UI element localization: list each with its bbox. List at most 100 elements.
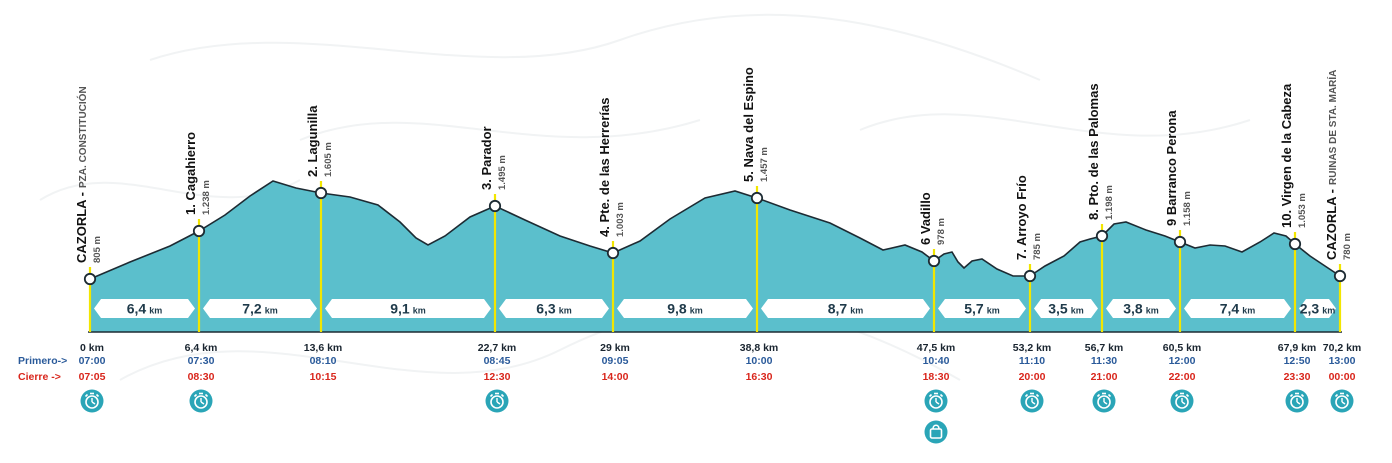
timer-hand-2 <box>1031 401 1036 405</box>
timer-face <box>194 395 208 409</box>
cierre-time: 22:00 <box>1169 371 1196 383</box>
segment-arrow <box>1184 299 1291 318</box>
timer-ear <box>928 393 933 398</box>
primero-time: 11:30 <box>1091 355 1117 367</box>
waypoint-name-text: 6 Vadillo <box>918 192 933 245</box>
segment-distance-unit: km <box>850 306 863 316</box>
waypoint-subtitle: RUINAS DE STA. MARÍA <box>1326 70 1339 185</box>
bag-handle <box>932 424 940 430</box>
waypoint-name-text: 4. Pte. de las Herrerías <box>597 98 612 237</box>
waypoint-subtitle: PZA. CONSTITUCIÓN <box>76 86 89 188</box>
segment-distance-label: 3,8 km <box>1123 301 1158 317</box>
segment-distance-label: 5,7 km <box>964 301 999 317</box>
waypoint-dot <box>488 199 502 213</box>
waypoint-name: 9 Barranco Perona <box>1164 110 1179 226</box>
waypoint-altitude: 1.495 m <box>497 155 508 190</box>
waypoint-dot <box>750 191 764 205</box>
bag-icon-bg <box>924 420 948 444</box>
timer-ear-2 <box>1107 393 1112 398</box>
waypoint-name-text: 1. Cagahierro <box>183 132 198 215</box>
waypoint-km: 6,4 km <box>185 342 218 354</box>
timer-hand-2 <box>200 401 205 405</box>
segment-arrow <box>1299 299 1336 318</box>
primero-time: 10:00 <box>746 355 773 367</box>
segment-distance-unit: km <box>413 306 426 316</box>
timer-icon <box>485 389 509 413</box>
waypoint-dot <box>606 246 620 260</box>
timer-icon <box>1285 389 1309 413</box>
waypoint-name-text: 8. Pto. de las Palomas <box>1086 83 1101 220</box>
waypoint-dot <box>314 186 328 200</box>
waypoint-label: 5. Nava del Espino 1.457 m <box>741 67 770 182</box>
segment-arrow <box>1034 299 1098 318</box>
timer-ear <box>1096 393 1101 398</box>
waypoint-name: CAZORLA - <box>74 192 89 263</box>
waypoint-altitude: 1.158 m <box>1182 191 1193 226</box>
contour-line-2 <box>299 119 701 141</box>
timer-face <box>85 395 99 409</box>
timer-ear-2 <box>204 393 209 398</box>
primero-time: 12:50 <box>1284 355 1311 367</box>
segment-distance-label: 3,5 km <box>1048 301 1083 317</box>
waypoint-altitude: 1.457 m <box>759 147 770 182</box>
waypoint-altitude: 1.238 m <box>201 180 212 215</box>
segment-distance-value: 7,2 <box>242 301 262 317</box>
cierre-time: 07:05 <box>79 371 106 383</box>
waypoint-name-text: 7. Arroyo Frío <box>1014 175 1029 260</box>
waypoint-label: 8. Pto. de las Palomas 1.198 m <box>1086 83 1115 220</box>
waypoint-altitude: 805 m <box>92 236 103 263</box>
segment-distance-label: 7,4 km <box>1220 301 1255 317</box>
timer-face <box>490 395 504 409</box>
waypoint-dot <box>1173 235 1187 249</box>
primero-time: 10:40 <box>923 355 950 367</box>
waypoint-km: 67,9 km <box>1278 342 1317 354</box>
segment-arrow <box>617 299 753 318</box>
primero-time: 08:45 <box>484 355 511 367</box>
waypoint-name: CAZORLA - <box>1324 189 1339 260</box>
waypoint-altitude: 978 m <box>936 218 947 245</box>
timer-ear-2 <box>1185 393 1190 398</box>
waypoint-label: 10. Virgen de la Cabeza 1.053 m <box>1279 83 1308 228</box>
cierre-time: 16:30 <box>746 371 773 383</box>
cierre-time: 08:30 <box>188 371 215 383</box>
segment-distance-label: 9,8 km <box>667 301 702 317</box>
timer-face <box>1097 395 1111 409</box>
timer-icon <box>1020 389 1044 413</box>
timer-face <box>1175 395 1189 409</box>
waypoint-name: 3. Parador <box>479 126 494 190</box>
waypoint-dot <box>1095 229 1109 243</box>
segment-distance-label: 2,3 km <box>1300 301 1335 317</box>
waypoint-label: 9 Barranco Perona 1.158 m <box>1164 110 1193 226</box>
timer-ear-2 <box>939 393 944 398</box>
timer-ear <box>489 393 494 398</box>
waypoint-name: 8. Pto. de las Palomas <box>1086 83 1101 220</box>
timer-ear <box>1289 393 1294 398</box>
timer-ear-2 <box>500 393 505 398</box>
segment-distance-value: 6,3 <box>536 301 556 317</box>
waypoint-name: 7. Arroyo Frío <box>1014 175 1029 260</box>
timer-hand-2 <box>1181 401 1186 405</box>
timer-ear <box>1334 393 1339 398</box>
waypoint-name: 6 Vadillo <box>918 192 933 245</box>
segment-arrow <box>203 299 317 318</box>
waypoint-name-text: 10. Virgen de la Cabeza <box>1279 83 1294 228</box>
profile-layer <box>88 180 1342 333</box>
waypoint-km: 29 km <box>600 342 630 354</box>
segment-distance-unit: km <box>690 306 703 316</box>
segment-arrow <box>938 299 1026 318</box>
segment-distance-value: 2,3 <box>1300 301 1320 317</box>
cierre-time: 00:00 <box>1329 371 1356 383</box>
cierre-time: 21:00 <box>1091 371 1118 383</box>
primero-time: 09:05 <box>602 355 629 367</box>
timer-ear-2 <box>1300 393 1305 398</box>
timer-face <box>1335 395 1349 409</box>
waypoint-label: 6 Vadillo 978 m <box>918 192 947 245</box>
cierre-time: 12:30 <box>484 371 511 383</box>
waypoint-label: CAZORLA - RUINAS DE STA. MARÍA 780 m <box>1324 70 1353 260</box>
cierre-row-label: Cierre -> <box>18 371 61 383</box>
waypoint-label: CAZORLA - PZA. CONSTITUCIÓN 805 m <box>74 86 103 263</box>
segment-distance-value: 9,1 <box>390 301 410 317</box>
segment-distance-label: 9,1 km <box>390 301 425 317</box>
primero-time: 08:10 <box>310 355 337 367</box>
